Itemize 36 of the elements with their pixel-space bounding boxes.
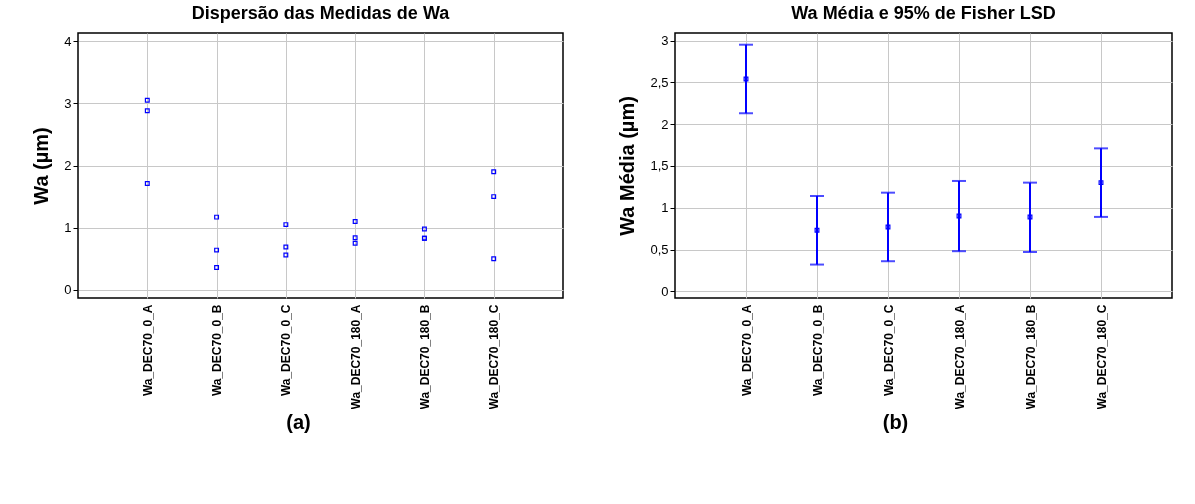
x-tick-label: Wa_DEC70_180_B [417, 304, 432, 410]
y-tick-label: 2,5 [649, 74, 668, 90]
x-tick-label: Wa_DEC70_0_C [279, 304, 294, 397]
y-tick-label: 0 [660, 283, 668, 299]
y-axis-title: Wa (µm) [30, 127, 53, 205]
point [814, 227, 819, 233]
x-tick-label: Wa_DEC70_0_A [739, 304, 753, 397]
text: (a) [286, 411, 311, 434]
chart-title: Wa Média e 95% de Fisher LSD [790, 3, 1056, 23]
x-tick-label: Wa_DEC70_180_C [1094, 304, 1108, 410]
point [1027, 214, 1032, 220]
y-tick-label: 1 [64, 220, 72, 236]
point [743, 76, 748, 82]
x-tick-label: Wa_DEC70_180_C [487, 304, 502, 410]
x-tick-label: Wa_DEC70_180_A [952, 304, 966, 410]
y-tick-label: 0 [64, 282, 72, 298]
x-tick-label: Wa_DEC70_0_A [140, 304, 155, 397]
point [956, 213, 961, 219]
x-tick-label: Wa_DEC70_0_C [881, 304, 895, 397]
y-tick-label: 2 [64, 158, 72, 173]
y-tick-label: 3 [660, 33, 668, 49]
text: (b) [882, 411, 909, 434]
y-tick-label: 4 [64, 33, 72, 49]
y-axis-title: Wa Média (µm) [615, 96, 638, 236]
point [1098, 180, 1103, 186]
y-tick-label: 2 [660, 116, 668, 132]
y-tick-label: 1,5 [649, 158, 668, 174]
y-tick-label: 1 [660, 200, 668, 216]
y-tick-label: 3 [64, 95, 72, 111]
point [885, 224, 890, 230]
x-tick-label: Wa_DEC70_180_B [1023, 304, 1037, 410]
x-tick-label: Wa_DEC70_180_A [348, 304, 363, 410]
chart-title: Dispersão das Medidas de Wa [191, 3, 451, 23]
x-tick-label: Wa_DEC70_0_B [210, 304, 225, 397]
x-tick-label: Wa_DEC70_0_B [810, 304, 824, 397]
y-tick-label: 0,5 [649, 242, 668, 258]
